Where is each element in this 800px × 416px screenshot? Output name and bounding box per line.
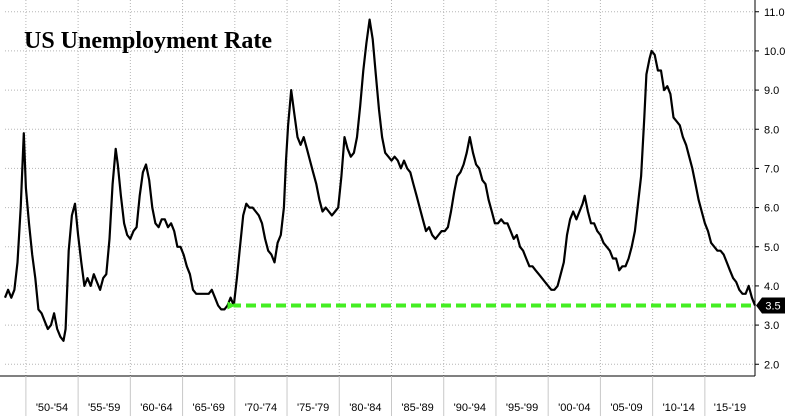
last-value-badge bbox=[756, 297, 785, 314]
y-tick-label: 3.0 bbox=[764, 320, 779, 332]
x-axis: '50-'54 '55-'59 '60-'64 '65-'69 '70-'74 '75-'… bbox=[25, 376, 746, 416]
chart-title: US Unemployment Rate bbox=[24, 28, 272, 54]
x-tick-label: '85-'89 bbox=[401, 402, 433, 414]
y-axis: 2.0 3.0 4.0 5.0 6.0 7.0 8.0 9.0 10.0 11.0 3.5 bbox=[755, 7, 785, 371]
grid bbox=[5, 0, 755, 376]
last-value-label: 3.5 bbox=[765, 301, 780, 313]
y-tick-label: 7.0 bbox=[764, 163, 779, 175]
x-tick-label: '05-'09 bbox=[610, 402, 642, 414]
x-tick-label: '10-'14 bbox=[663, 402, 695, 414]
y-tick-label: 5.0 bbox=[764, 242, 779, 254]
y-tick-label: 4.0 bbox=[764, 281, 779, 293]
y-tick-label: 10.0 bbox=[764, 46, 785, 58]
y-tick-label: 11.0 bbox=[764, 7, 785, 19]
series-layer bbox=[3, 18, 757, 342]
series-line-0 bbox=[3, 18, 757, 342]
y-tick-label: 9.0 bbox=[764, 85, 779, 97]
x-tick-label: '90-'94 bbox=[454, 402, 486, 414]
x-tick-label: '00-'04 bbox=[558, 402, 590, 414]
x-tick-label: '95-'99 bbox=[506, 402, 538, 414]
x-tick-label: '50-'54 bbox=[36, 402, 68, 414]
plot-frame bbox=[0, 0, 756, 377]
x-tick-label: '15-'19 bbox=[714, 402, 746, 414]
y-tick-label: 8.0 bbox=[764, 124, 779, 136]
y-tick-label: 6.0 bbox=[764, 203, 779, 215]
y-tick-label: 2.0 bbox=[764, 359, 779, 371]
x-tick-label: '60-'64 bbox=[140, 402, 172, 414]
x-tick-label: '70-'74 bbox=[245, 402, 277, 414]
x-tick-label: '80-'84 bbox=[349, 402, 381, 414]
x-tick-label: '55-'59 bbox=[88, 402, 120, 414]
x-tick-label: '75-'79 bbox=[297, 402, 329, 414]
x-tick-label: '65-'69 bbox=[193, 402, 225, 414]
